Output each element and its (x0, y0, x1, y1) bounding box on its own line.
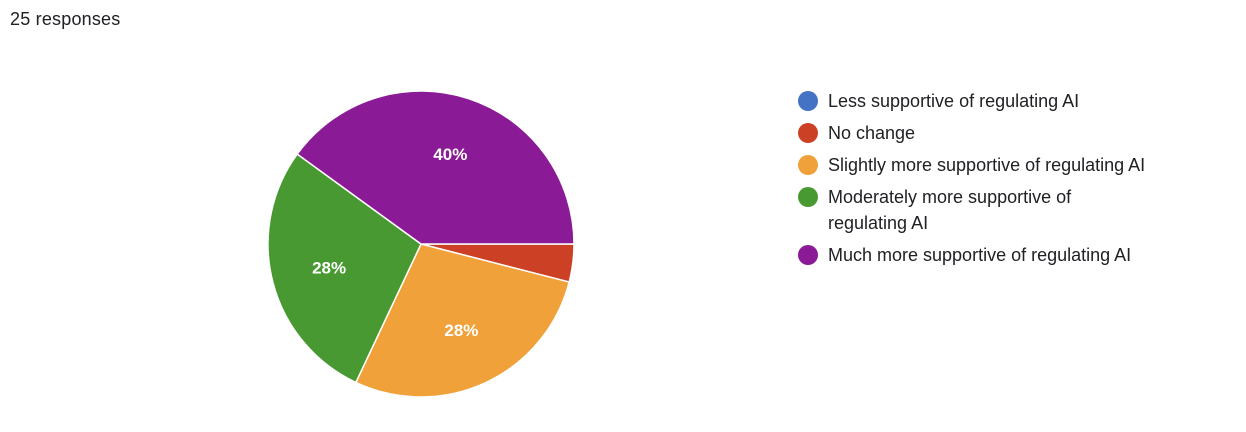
legend-label: Slightly more supportive of regulating A… (828, 155, 1146, 175)
pie-data-label-3: 28% (312, 259, 346, 278)
legend-item-4[interactable]: Much more supportive of regulating AI (798, 242, 1218, 268)
pie-chart: 28% 28% 40% (267, 90, 575, 398)
chart-legend: Less supportive of regulating AI No chang… (798, 88, 1218, 274)
legend-swatch-icon (798, 245, 818, 265)
legend-item-0[interactable]: Less supportive of regulating AI (798, 88, 1218, 114)
legend-swatch-icon (798, 155, 818, 175)
legend-label: No change (828, 123, 916, 143)
legend-item-2[interactable]: Slightly more supportive of regulating A… (798, 152, 1218, 178)
pie-data-label-2: 28% (444, 321, 478, 340)
pie-slice-4 (296, 90, 575, 245)
legend-label: Moderately more supportive of regulating… (828, 187, 1072, 233)
legend-label: Less supportive of regulating AI (828, 91, 1080, 111)
legend-swatch-icon (798, 91, 818, 111)
response-count: 25 responses (10, 9, 121, 29)
pie-data-label-4: 40% (433, 145, 467, 164)
legend-item-1[interactable]: No change (798, 120, 1218, 146)
legend-item-3[interactable]: Moderately more supportive of regulating… (798, 184, 1218, 236)
legend-swatch-icon (798, 123, 818, 143)
pie-slice-2 (354, 243, 571, 398)
legend-label: Much more supportive of regulating AI (828, 245, 1132, 265)
legend-swatch-icon (798, 187, 818, 207)
pie-slice-3 (267, 153, 422, 384)
